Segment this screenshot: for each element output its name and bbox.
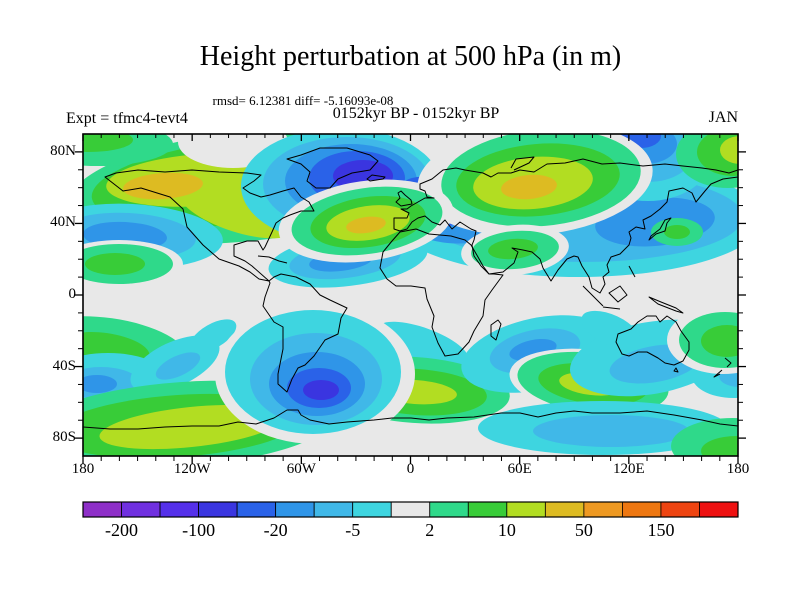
anomaly-blob: [501, 174, 557, 200]
colorbar: [82, 501, 739, 518]
coast-british-isles: [395, 190, 413, 207]
anomaly-blob: [664, 225, 690, 239]
colorbar-segment: [159, 501, 199, 518]
colorbar-segment: [121, 501, 161, 518]
colorbar-segment: [660, 501, 700, 518]
colorbar-segment: [429, 501, 469, 518]
colorbar-segment: [467, 501, 508, 518]
axis-ticks: [75, 134, 746, 464]
coast-north-america: [104, 169, 315, 282]
colorbar-segment: [390, 501, 431, 518]
x-axis-label: 0: [406, 461, 415, 477]
x-axis-label: 60W: [286, 461, 316, 477]
plot-title: Height perturbation at 500 hPa (in m): [199, 41, 622, 72]
coast-australia: [615, 315, 690, 366]
anomaly-blob: [123, 172, 203, 200]
colorbar-frame: [82, 501, 739, 518]
x-axis-label: 60E: [507, 461, 532, 477]
colorbar-segment: [198, 501, 238, 518]
coast-south-america: [262, 273, 348, 393]
world-map: [75, 133, 746, 464]
x-axis-label: 180: [71, 461, 95, 477]
coast-philippines: [628, 265, 636, 278]
coast-madagascar: [490, 319, 502, 341]
x-axis-label: 180: [726, 461, 750, 477]
colorbar-segment: [544, 501, 585, 518]
anomaly-blob: [377, 321, 469, 367]
x-axis-label: 120W: [173, 461, 211, 477]
anomaly-blob: [720, 136, 738, 164]
colorbar-segment: [583, 501, 623, 518]
colorbar-segment: [352, 501, 392, 518]
x-axis-label: 120E: [612, 461, 645, 477]
coast-sumatra-java: [582, 285, 621, 310]
coast-eurasia: [393, 158, 738, 294]
coast-caribbean: [257, 255, 288, 264]
coast-new-guinea: [648, 296, 684, 314]
y-axis-label: 80S: [52, 429, 76, 446]
y-axis-label: 40N: [50, 214, 76, 231]
coast-new-zealand: [713, 357, 732, 378]
month-label: JAN: [708, 109, 738, 126]
y-axis-label: 80N: [50, 142, 76, 159]
colorbar-label: 150: [647, 520, 675, 540]
colorbar-label: -20: [263, 520, 288, 540]
anomaly-blob: [83, 375, 117, 393]
stats-line: rmsd= 6.12381 diff= -5.16093e-08: [212, 93, 394, 108]
anomaly-blob: [189, 319, 237, 353]
colorbar-label: 50: [574, 520, 593, 540]
anomaly-blob: [85, 253, 145, 275]
coast-borneo: [608, 285, 628, 303]
coast-tasmania: [673, 367, 679, 373]
colorbar-segment: [506, 501, 546, 518]
coast-novaya-zemlya: [510, 156, 535, 171]
anomaly-blob: [581, 310, 641, 350]
colorbar-segment: [313, 501, 354, 518]
colorbar-segment: [82, 501, 122, 518]
anomaly-blob: [303, 380, 339, 400]
colorbar-label: -5: [345, 520, 361, 540]
y-axis-label: 0: [68, 286, 77, 302]
anomaly-blob: [701, 436, 738, 456]
colorbar-segment: [699, 501, 739, 518]
colorbar-label: -200: [105, 520, 139, 540]
anomaly-blob: [701, 325, 738, 357]
anomaly-blob: [83, 134, 133, 152]
coastlines: [83, 147, 738, 430]
experiment-label: Expt = tfmc4-tevt4: [66, 110, 188, 127]
y-axis-label: 40S: [52, 357, 76, 374]
anomaly-blob: [155, 352, 201, 380]
colorbar-segment: [275, 501, 315, 518]
coast-japan: [648, 217, 672, 241]
colorbar-label: -100: [182, 520, 216, 540]
anomaly-blob: [346, 216, 386, 234]
anomaly-blob: [533, 415, 689, 447]
coast-africa: [379, 228, 504, 357]
map-frame: [82, 133, 739, 457]
colorbar-segment: [622, 501, 662, 518]
contour-blobs: [83, 134, 738, 456]
colorbar-label: 10: [497, 520, 516, 540]
coast-greenland: [286, 147, 379, 189]
coast-iceland: [366, 174, 386, 182]
period-line: 0152kyr BP - 0152kyr BP: [332, 105, 500, 122]
colorbar-label: 2: [425, 520, 435, 540]
coast-antarctica: [83, 409, 738, 430]
colorbar-segment: [236, 501, 277, 518]
